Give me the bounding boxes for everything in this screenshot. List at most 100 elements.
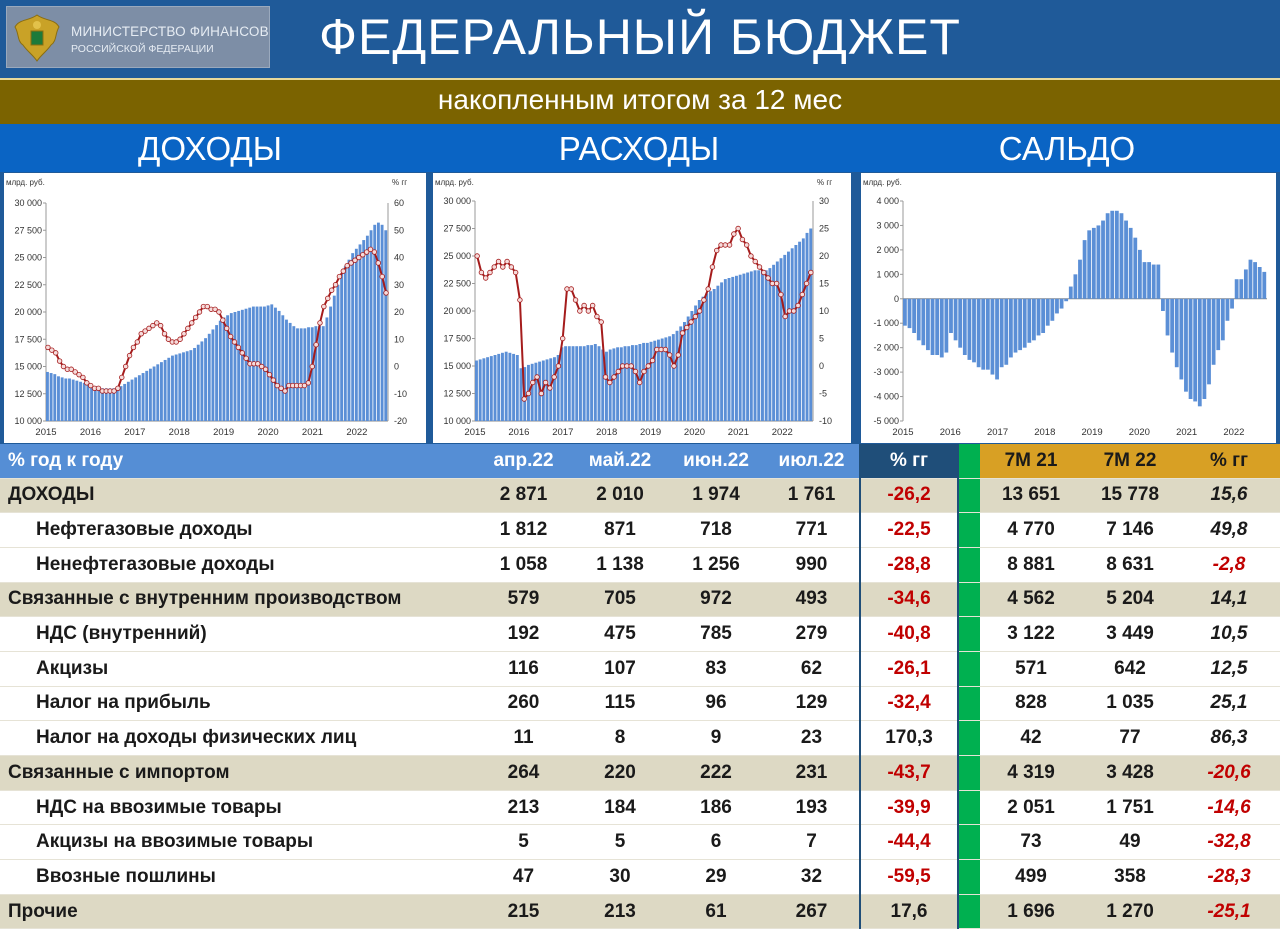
y-tick-label: 15 000 xyxy=(443,361,471,371)
bar xyxy=(486,357,490,421)
yoy-point xyxy=(504,258,510,265)
yoy-point xyxy=(508,264,515,270)
period-yoy-value: 10,5 xyxy=(1178,616,1280,652)
yoy-value: -26,1 xyxy=(859,651,959,687)
row-name: Акцизы xyxy=(0,651,475,687)
month-value: 83 xyxy=(668,651,764,687)
bar xyxy=(1170,298,1175,353)
bar xyxy=(709,291,712,421)
y-tick-label: 20 000 xyxy=(14,307,42,317)
bar xyxy=(1179,298,1184,380)
x-tick-label: 2021 xyxy=(302,427,323,438)
yoy-point xyxy=(185,325,191,332)
yoy-point xyxy=(348,260,354,266)
bar xyxy=(921,298,926,346)
bar xyxy=(104,388,108,421)
yoy-point xyxy=(709,264,716,270)
yoy-point xyxy=(130,344,137,351)
separator-cell xyxy=(958,686,980,722)
bar xyxy=(775,261,779,421)
month-value: 29 xyxy=(668,859,764,895)
period-2021-value: 571 xyxy=(980,651,1082,687)
y-axis-title: млрд. руб. xyxy=(863,178,902,187)
x-tick-label: 2018 xyxy=(596,427,617,438)
x-tick-label: 2021 xyxy=(1176,427,1197,438)
row-name: Акцизы на ввозимые товары xyxy=(0,824,475,861)
yoy-point xyxy=(525,390,532,397)
bar xyxy=(97,387,101,421)
row-name: Ненефтегазовые доходы xyxy=(0,547,475,583)
bar xyxy=(519,368,523,421)
yoy-point xyxy=(560,335,566,342)
month-value: 871 xyxy=(572,512,668,548)
bar xyxy=(1073,274,1078,299)
bar xyxy=(321,326,325,421)
yoy-point xyxy=(72,369,78,375)
bar xyxy=(482,358,486,421)
bar xyxy=(68,378,71,421)
bar xyxy=(642,342,646,421)
yoy-point xyxy=(157,322,164,329)
period-2022-value: 77 xyxy=(1082,720,1178,756)
table-row: Нефтегазовые доходы 1 812 871 718 771 -22,5 4 … xyxy=(0,512,1280,548)
month-value: 215 xyxy=(475,894,572,930)
bar xyxy=(167,357,171,421)
row-name: Связанные с внутренним производством xyxy=(0,582,475,618)
yoy-point xyxy=(500,264,506,270)
yoy-point xyxy=(49,347,55,353)
yoy-point xyxy=(204,303,210,310)
period-yoy-value: -28,3 xyxy=(1178,859,1280,895)
bar xyxy=(156,364,160,421)
bar xyxy=(112,388,116,421)
bar xyxy=(1036,298,1041,336)
yoy-point xyxy=(487,269,493,276)
yoy-point xyxy=(84,380,90,386)
separator-cell xyxy=(958,720,980,756)
bar xyxy=(171,355,174,421)
yoy-point xyxy=(235,344,242,351)
y2-tick-label: 25 xyxy=(819,224,829,234)
bar xyxy=(582,346,586,421)
bar xyxy=(1114,210,1119,299)
month-value: 2 010 xyxy=(572,478,668,514)
bar xyxy=(995,298,999,380)
bar xyxy=(590,345,594,421)
bar xyxy=(912,298,917,333)
bar xyxy=(761,270,764,421)
row-name: НДС (внутренний) xyxy=(0,616,475,652)
x-tick-label: 2018 xyxy=(169,427,190,438)
y-tick-label: 12 500 xyxy=(443,389,471,399)
bar xyxy=(753,270,757,421)
month-value: 6 xyxy=(668,824,764,861)
separator-cell xyxy=(958,478,980,514)
bar xyxy=(515,355,519,421)
x-tick-label: 2022 xyxy=(346,427,367,438)
table-row: Акцизы 116 107 83 62 -26,1 571 642 12,5 xyxy=(0,651,1280,687)
yoy-value: -22,5 xyxy=(859,512,959,548)
bar xyxy=(686,316,690,421)
yoy-point xyxy=(317,320,323,326)
separator-cell xyxy=(958,790,980,826)
logo-line-2: РОССИЙСКОЙ ФЕДЕРАЦИИ xyxy=(71,43,214,55)
yoy-point xyxy=(56,358,63,364)
yoy-point xyxy=(598,319,604,325)
yoy-point xyxy=(782,313,788,320)
expenses-chart: млрд. руб. % гг 10 000 12 500 15 000 17 500 20… xyxy=(435,178,832,438)
yoy-point xyxy=(495,258,502,265)
y-tick-label: 10 000 xyxy=(14,416,42,426)
row-name: ДОХОДЫ xyxy=(0,478,475,514)
table-row: Связанные с внутренним производством 579 7… xyxy=(0,582,1280,618)
bar xyxy=(336,284,340,421)
bar xyxy=(489,356,493,421)
y-tick-label: 25 000 xyxy=(14,253,42,263)
bar xyxy=(916,298,921,341)
header-yoy: % гг xyxy=(859,444,959,479)
bar xyxy=(727,278,731,421)
period-yoy-value: 12,5 xyxy=(1178,651,1280,687)
bar xyxy=(101,388,105,421)
bar xyxy=(218,320,222,421)
y2-tick-label: 10 xyxy=(819,306,829,316)
month-value: 186 xyxy=(668,790,764,826)
section-title-balance: САЛЬДО xyxy=(998,130,1136,167)
yoy-point xyxy=(568,286,574,292)
